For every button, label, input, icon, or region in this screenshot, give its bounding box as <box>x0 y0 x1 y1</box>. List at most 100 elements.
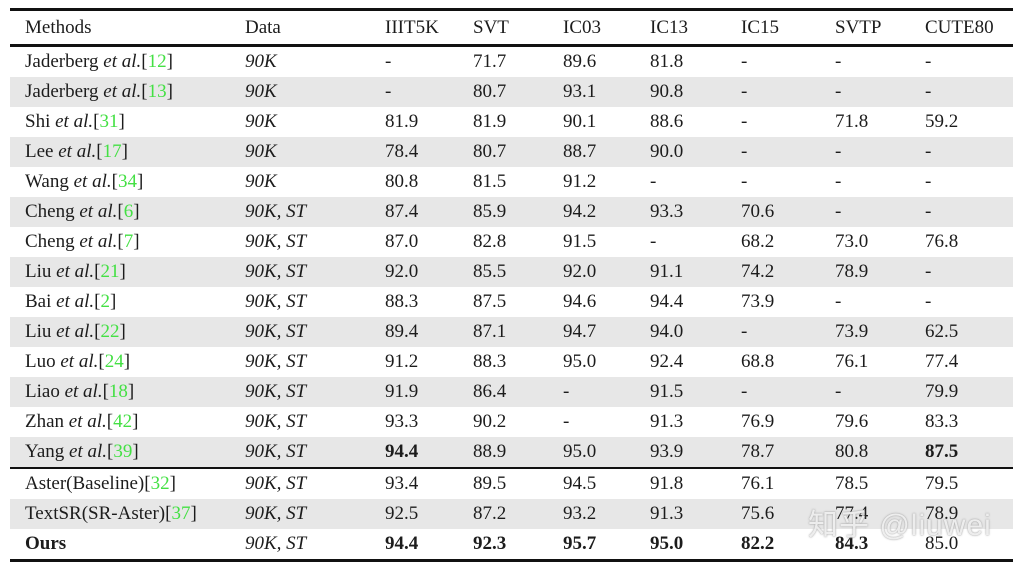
method-etal: et al. <box>68 171 112 192</box>
score-cell-svtp: 71.8 <box>835 111 869 132</box>
score-cell-svt: 87.2 <box>473 503 507 524</box>
citation-link[interactable]: 21 <box>100 261 120 282</box>
method-etal: et al. <box>50 111 94 132</box>
citation-link[interactable]: 34 <box>117 171 137 192</box>
training-data-cell: 90K, ST <box>245 351 307 372</box>
score-cell-ic03: 94.6 <box>563 291 597 312</box>
method-cell: Jaderberg et al.[13] <box>10 77 245 107</box>
score-cell-cute80: - <box>925 141 932 162</box>
table-row: Yang et al.[39] 90K, ST 94.4 88.9 95.0 93.9… <box>10 437 1013 468</box>
citation-link[interactable]: 37 <box>171 503 191 524</box>
table-row: Bai et al.[2] 90K, ST 88.3 87.5 94.6 94.4 73… <box>10 287 1013 317</box>
score-cell-svt: 89.5 <box>473 467 563 499</box>
score-cell-iiit5k: 80.8 <box>385 171 419 192</box>
score-cell-svt: 88.9 <box>473 441 507 462</box>
score-cell-svtp: 84.3 <box>835 533 869 554</box>
score-cell-iiit5k: 94.4 <box>385 441 419 462</box>
score-cell-ic13: 94.4 <box>650 291 684 312</box>
cite-bracket-close: ] <box>133 201 140 222</box>
method-etal: et al. <box>59 381 103 402</box>
cite-bracket-open: [ <box>141 81 148 102</box>
method-etal: et al. <box>51 261 95 282</box>
citation-link[interactable]: 18 <box>108 381 128 402</box>
score-cell-iiit5k: 87.0 <box>385 231 419 252</box>
table-row: Ours 90K, ST 94.4 92.3 95.7 95.0 82.2 84.3 85.… <box>10 529 1013 561</box>
citation-link[interactable]: 13 <box>147 81 167 102</box>
score-cell-cute80: - <box>925 81 932 102</box>
score-cell-ic15: 76.9 <box>741 411 775 432</box>
citation-link[interactable]: 24 <box>104 351 124 372</box>
citation-link[interactable]: 17 <box>102 141 122 162</box>
score-cell-ic03: 93.1 <box>563 81 597 102</box>
score-cell-ic13: 93.9 <box>650 441 684 462</box>
citation-link[interactable]: 12 <box>147 51 167 72</box>
score-cell-ic03: 95.0 <box>563 351 597 372</box>
method-cell: TextSR(SR-Aster)[37] <box>10 499 245 529</box>
score-cell-iiit5k: 78.4 <box>385 141 419 162</box>
method-name: TextSR(SR-Aster) <box>25 503 166 524</box>
score-cell-svt: 82.8 <box>473 231 507 252</box>
score-cell-ic15: 73.9 <box>741 291 775 312</box>
score-cell-svtp: - <box>835 201 842 222</box>
method-name: Wang <box>25 171 69 192</box>
score-cell-cute80: 79.9 <box>925 381 959 402</box>
score-cell-ic15: 70.6 <box>741 201 775 222</box>
method-name: Cheng <box>25 201 75 222</box>
method-cell: Wang et al.[34] <box>10 167 245 197</box>
column-header-ic15: IC15 <box>741 9 835 47</box>
method-cell: Yang et al.[39] <box>10 437 245 468</box>
table-row: Liu et al.[22] 90K, ST 89.4 87.1 94.7 94.0 -… <box>10 317 1013 347</box>
citation-link[interactable]: 2 <box>100 291 110 312</box>
table-row: Shi et al.[31] 90K 81.9 81.9 90.1 88.6 - 71.8… <box>10 107 1013 137</box>
cite-bracket-close: ] <box>136 171 144 192</box>
method-etal: et al. <box>51 321 95 342</box>
training-data-cell: 90K <box>245 171 277 192</box>
cite-bracket-open: [ <box>94 321 101 342</box>
training-data-cell: 90K <box>245 81 277 102</box>
score-cell-ic13: 91.3 <box>650 411 684 432</box>
cite-bracket-open: [ <box>165 503 172 524</box>
score-cell-cute80: 79.5 <box>925 467 1013 499</box>
score-cell-ic15: 74.2 <box>741 261 775 282</box>
method-name: Aster(Baseline) <box>25 473 145 494</box>
cite-bracket-close: ] <box>119 261 126 282</box>
method-name: Jaderberg <box>25 81 99 102</box>
score-cell-ic13: 92.4 <box>650 351 684 372</box>
method-etal: et al. <box>64 411 107 432</box>
citation-link[interactable]: 22 <box>100 321 120 342</box>
score-cell-iiit5k: 87.4 <box>385 201 419 222</box>
score-cell-svtp: 73.0 <box>835 231 869 252</box>
score-cell-cute80: - <box>925 261 932 282</box>
citation-link[interactable]: 7 <box>123 231 134 252</box>
score-cell-ic15: - <box>741 81 748 102</box>
citation-link[interactable]: 6 <box>123 201 134 222</box>
cite-bracket-open: [ <box>94 291 101 312</box>
method-name: Zhan <box>25 411 65 432</box>
citation-link[interactable]: 42 <box>113 411 133 432</box>
table-row: Liu et al.[21] 90K, ST 92.0 85.5 92.0 91.1 7… <box>10 257 1013 287</box>
method-name: Lee <box>25 141 54 162</box>
cite-bracket-open: [ <box>94 261 101 282</box>
score-cell-ic03: 92.0 <box>563 261 597 282</box>
citation-link[interactable]: 39 <box>113 441 133 462</box>
method-cell: Lee et al.[17] <box>10 137 245 167</box>
table-row: Aster(Baseline)[32] 90K, ST 93.4 89.5 94.5… <box>10 467 1013 499</box>
score-cell-ic15: 82.2 <box>741 533 775 554</box>
training-data-cell: 90K, ST <box>245 411 307 432</box>
citation-link[interactable]: 31 <box>99 111 119 132</box>
column-header-svtp: SVTP <box>835 9 925 47</box>
score-cell-iiit5k: 91.2 <box>385 351 419 372</box>
cite-bracket-close: ] <box>109 291 117 312</box>
score-cell-ic13: 81.8 <box>650 51 684 72</box>
score-cell-ic03: 95.0 <box>563 441 597 462</box>
cite-bracket-open: [ <box>141 51 148 72</box>
score-cell-svtp: 77.4 <box>835 503 869 524</box>
score-cell-cute80: - <box>925 201 932 222</box>
score-cell-ic15: - <box>741 171 748 192</box>
column-header-ic13: IC13 <box>650 9 741 47</box>
citation-link[interactable]: 32 <box>150 473 170 494</box>
score-cell-ic13: 91.3 <box>650 503 684 524</box>
score-cell-ic15: - <box>741 111 748 132</box>
score-cell-ic13: 94.0 <box>650 321 684 342</box>
method-etal: et al. <box>55 351 99 372</box>
